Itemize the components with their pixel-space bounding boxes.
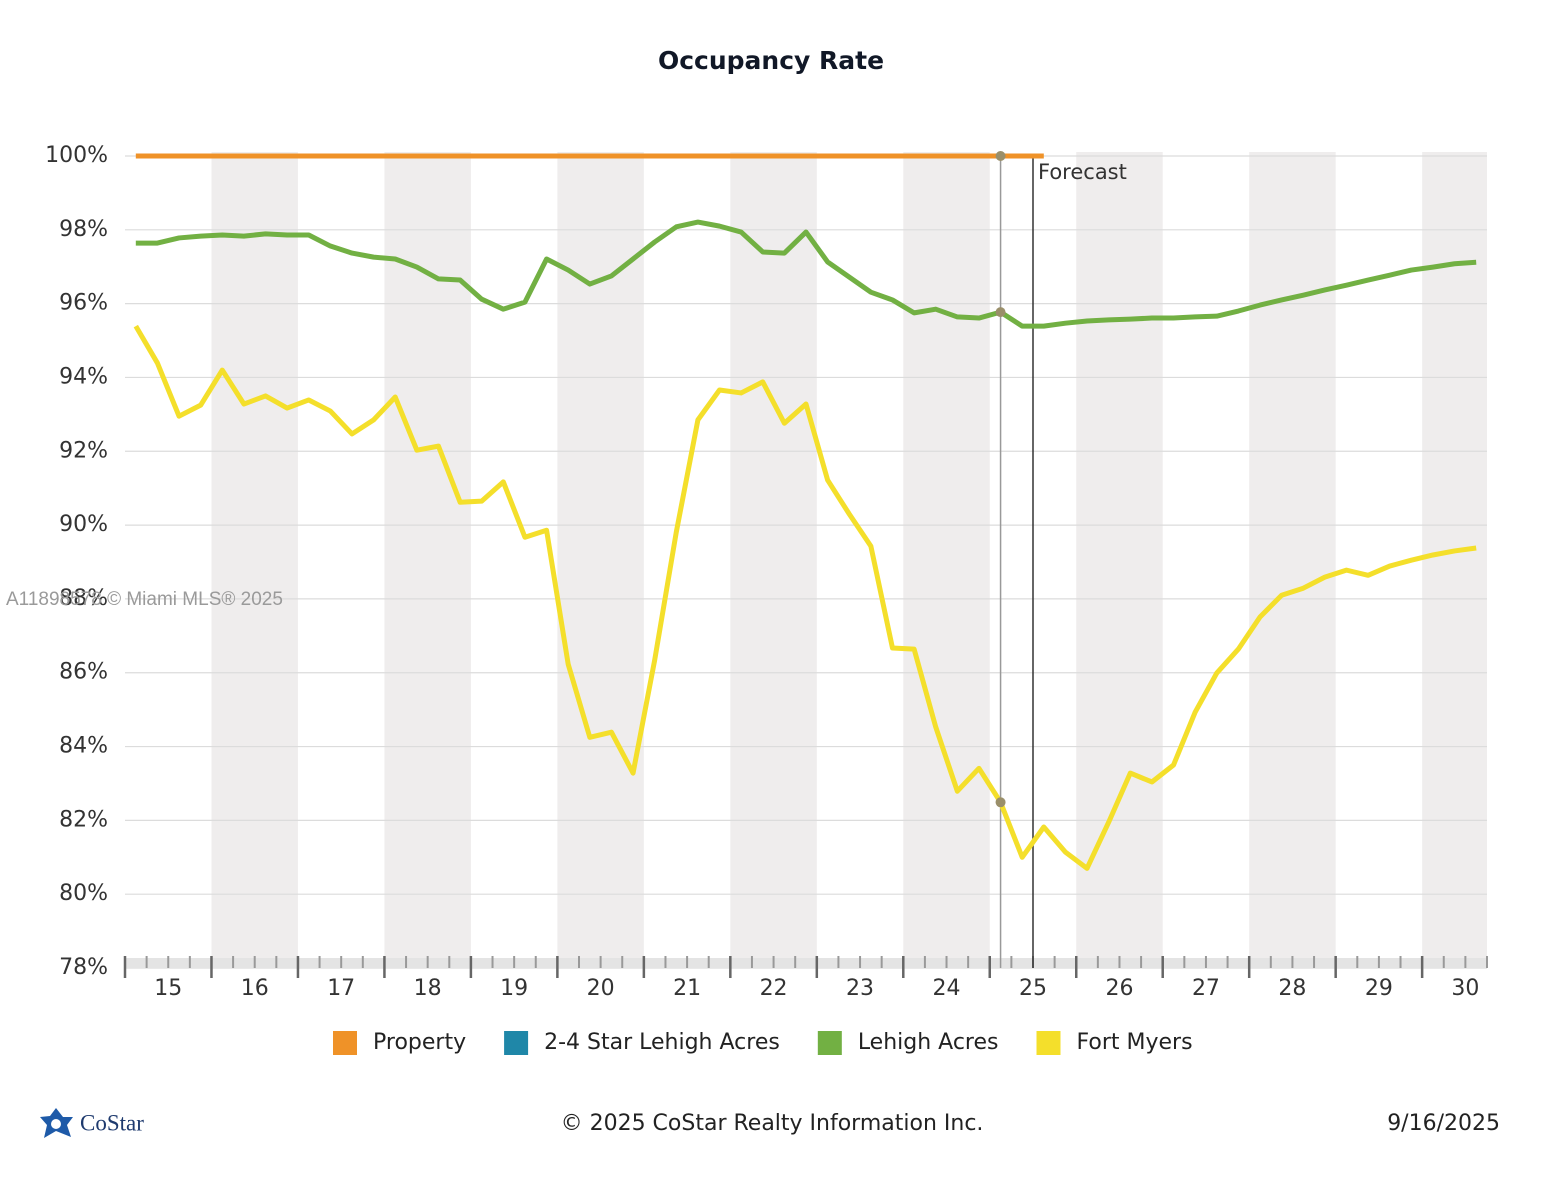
legend-label: Lehigh Acres bbox=[858, 1030, 999, 1055]
copyright: © 2025 CoStar Realty Information Inc. bbox=[561, 1111, 984, 1136]
legend-swatch bbox=[1036, 1031, 1061, 1055]
logo-dot bbox=[51, 1119, 61, 1129]
y-tick-label: 84% bbox=[59, 734, 108, 759]
year-band bbox=[1076, 152, 1163, 968]
x-tick-label: 20 bbox=[587, 976, 615, 1001]
plot-background bbox=[125, 152, 1487, 969]
x-tick-label: 21 bbox=[673, 976, 701, 1001]
x-tick-label: 24 bbox=[933, 976, 961, 1001]
watermark: A11898578 © Miami MLS® 2025 bbox=[6, 589, 283, 610]
y-tick-label: 96% bbox=[59, 291, 108, 316]
y-tick-label: 78% bbox=[59, 955, 108, 980]
date: 9/16/2025 bbox=[1387, 1111, 1500, 1136]
legend-label: Fort Myers bbox=[1077, 1030, 1193, 1055]
x-tick-label: 28 bbox=[1278, 976, 1306, 1001]
series-line bbox=[135, 219, 1477, 329]
year-band bbox=[730, 152, 817, 968]
forecast-label: Forecast bbox=[1038, 160, 1127, 184]
year-band bbox=[1422, 152, 1487, 968]
x-tick-label: 27 bbox=[1192, 976, 1220, 1001]
x-tick-label: 26 bbox=[1105, 976, 1133, 1001]
year-band bbox=[1249, 152, 1336, 968]
y-tick-label: 94% bbox=[59, 364, 108, 389]
x-tick-label: 25 bbox=[1019, 976, 1047, 1001]
x-tick-label: 19 bbox=[500, 976, 528, 1001]
x-tick-label: 23 bbox=[846, 976, 874, 1001]
y-tick-label: 80% bbox=[59, 881, 108, 906]
legend-label: 2-4 Star Lehigh Acres bbox=[544, 1030, 780, 1055]
series-line bbox=[133, 324, 1477, 871]
legend-swatch bbox=[817, 1031, 842, 1055]
year-band bbox=[557, 152, 644, 968]
y-tick-label: 92% bbox=[59, 438, 108, 463]
current-marker bbox=[995, 307, 1006, 318]
x-tick-label: 16 bbox=[241, 976, 269, 1001]
y-tick-label: 88% bbox=[59, 586, 108, 611]
year-band bbox=[384, 152, 471, 968]
x-tick-label: 17 bbox=[327, 976, 355, 1001]
logo-text: CoStar bbox=[80, 1110, 144, 1135]
x-tick-label: 18 bbox=[414, 976, 442, 1001]
x-tick-label: 22 bbox=[760, 976, 788, 1001]
year-band bbox=[211, 152, 298, 968]
logo: CoStar bbox=[40, 1108, 144, 1138]
y-tick-label: 100% bbox=[45, 143, 108, 168]
current-marker bbox=[995, 151, 1006, 161]
x-tick-label: 30 bbox=[1451, 976, 1479, 1001]
current-marker bbox=[995, 797, 1006, 808]
legend-swatch bbox=[504, 1031, 529, 1055]
y-tick-label: 90% bbox=[59, 512, 108, 537]
x-tick-label: 29 bbox=[1365, 976, 1393, 1001]
x-tick-label: 15 bbox=[154, 976, 182, 1001]
x-axis-band bbox=[125, 958, 1487, 968]
y-tick-label: 98% bbox=[59, 217, 108, 242]
y-tick-label: 86% bbox=[59, 660, 108, 685]
chart-title: Occupancy Rate bbox=[658, 46, 884, 75]
legend-label: Property bbox=[373, 1030, 466, 1055]
y-tick-label: 82% bbox=[59, 807, 108, 832]
legend-swatch bbox=[333, 1031, 357, 1055]
year-band bbox=[903, 152, 990, 968]
